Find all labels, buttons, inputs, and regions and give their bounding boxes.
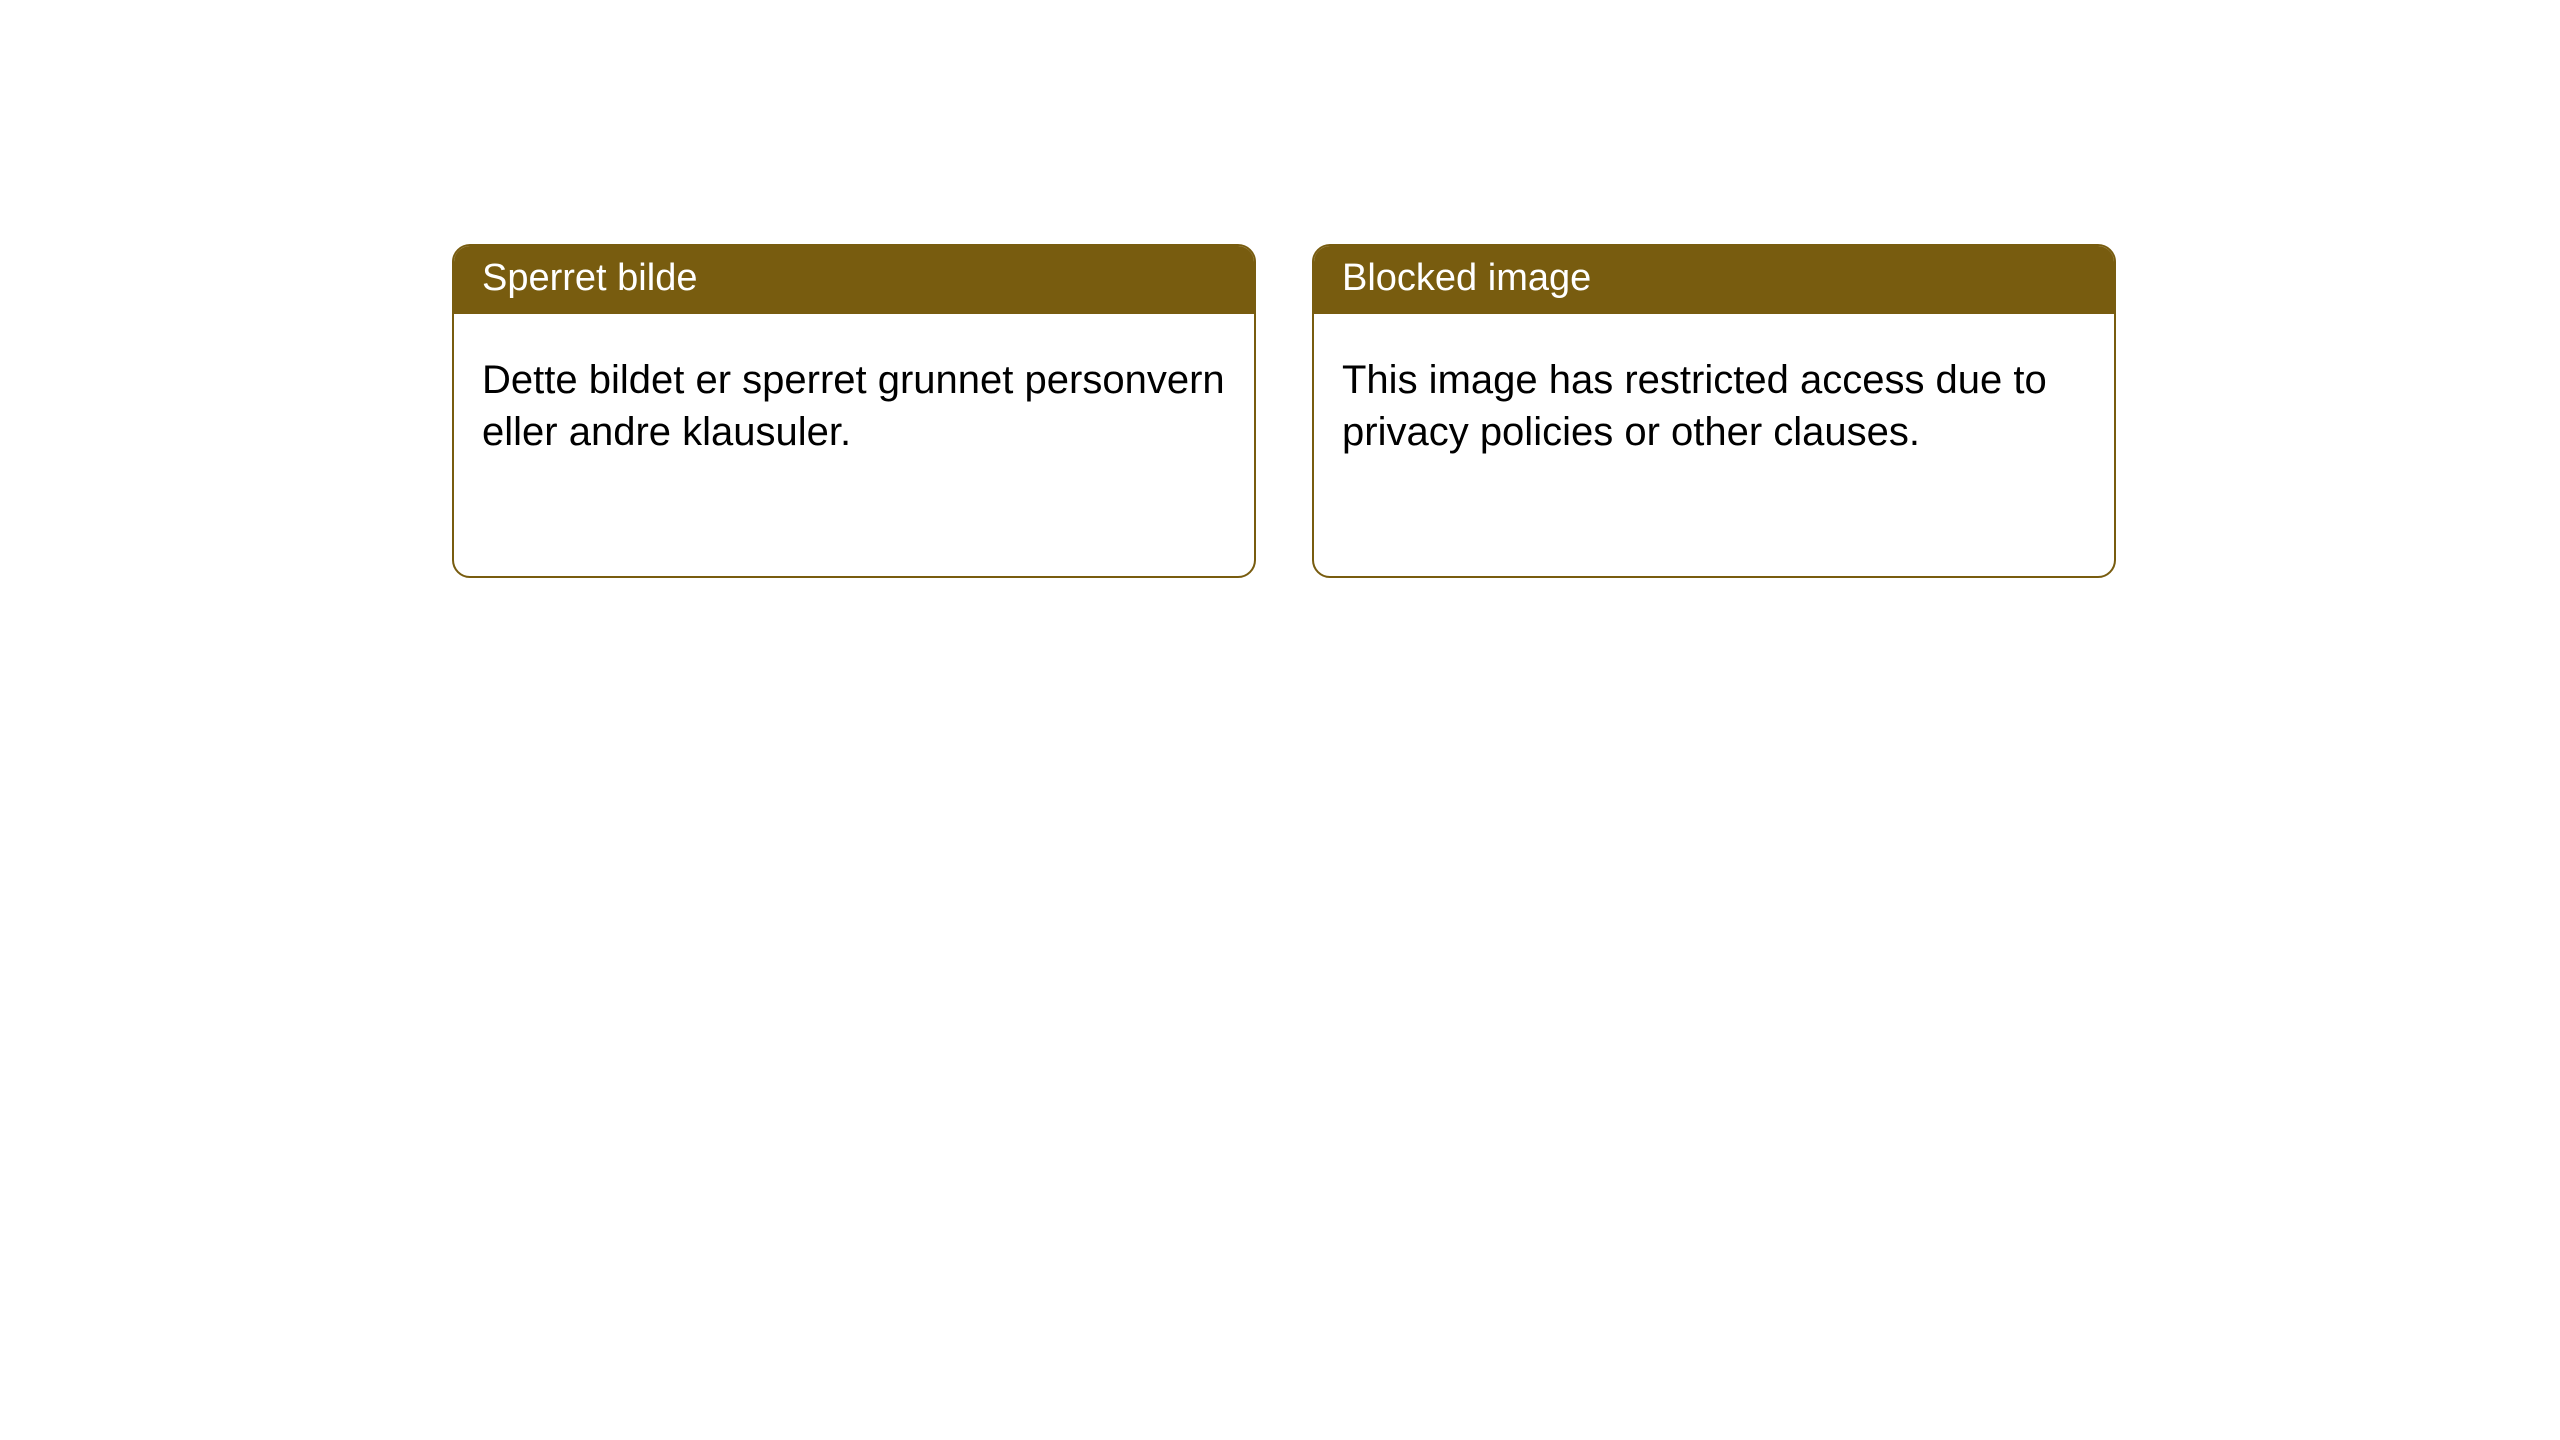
blocked-image-card-no: Sperret bilde Dette bildet er sperret gr… (452, 244, 1256, 578)
card-title-en: Blocked image (1342, 257, 1591, 299)
card-header-en: Blocked image (1314, 246, 2114, 314)
card-message-en: This image has restricted access due to … (1342, 358, 2047, 454)
card-message-no: Dette bildet er sperret grunnet personve… (482, 358, 1225, 454)
card-body-en: This image has restricted access due to … (1314, 314, 2114, 486)
card-container: Sperret bilde Dette bildet er sperret gr… (0, 0, 2560, 578)
blocked-image-card-en: Blocked image This image has restricted … (1312, 244, 2116, 578)
card-header-no: Sperret bilde (454, 246, 1254, 314)
card-title-no: Sperret bilde (482, 257, 697, 299)
card-body-no: Dette bildet er sperret grunnet personve… (454, 314, 1254, 486)
